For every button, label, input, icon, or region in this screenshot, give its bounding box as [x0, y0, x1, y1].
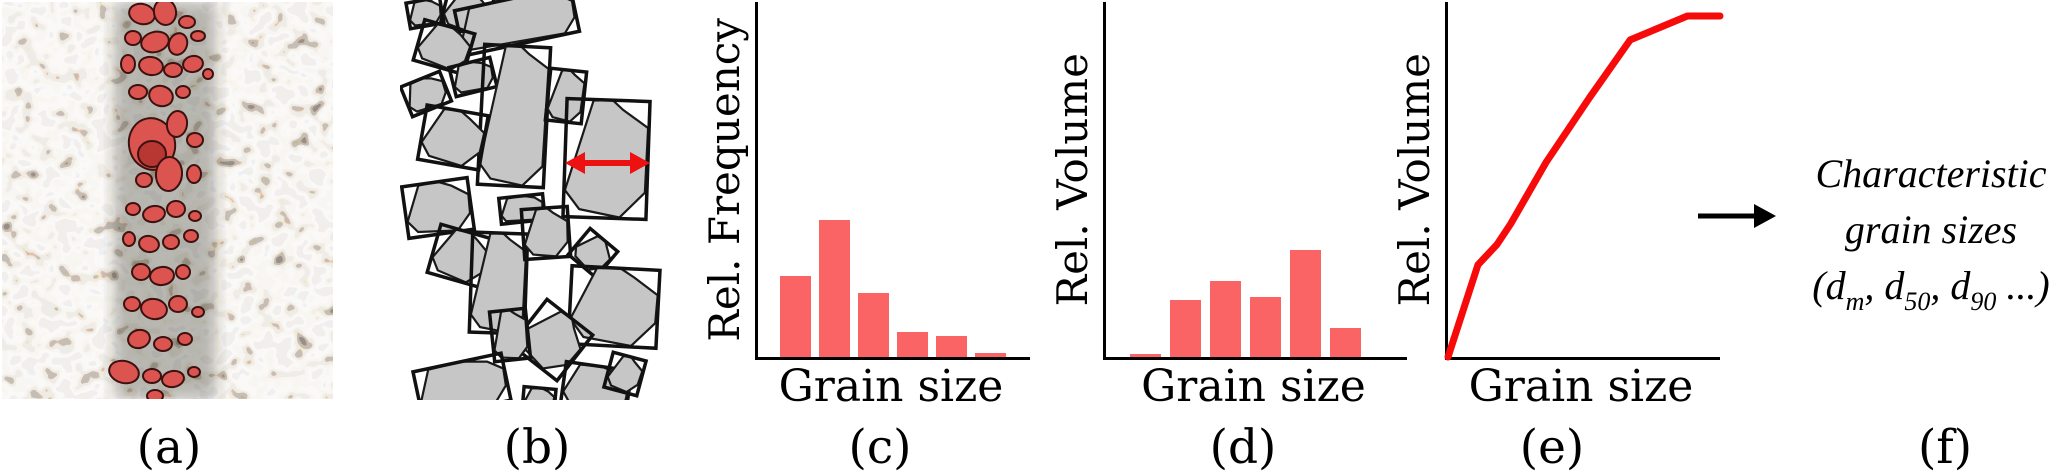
panel-label-c: (c) [848, 420, 912, 473]
annotation-line-1: Characteristic [1815, 151, 2047, 196]
panel-c-bars [780, 220, 1006, 357]
flow-arrow-icon [1698, 204, 1776, 228]
panel-c-xlabel: Grain size [778, 361, 1004, 412]
panel-d-xlabel: Grain size [1141, 361, 1366, 412]
histogram-bar [897, 332, 928, 357]
panel-label-a: (a) [136, 420, 202, 473]
measurement-arrow-icon [565, 152, 650, 174]
histogram-bar [819, 220, 850, 357]
annotation-line-3: (dm, d50, d90 ...) [1812, 263, 2050, 316]
grain-polygon [469, 232, 528, 334]
histogram-bar [1290, 250, 1321, 357]
panel-d-ylabel: Rel. Volume [1047, 52, 1097, 307]
grain-polygon [563, 99, 650, 219]
panel-d-ylabel-box: Rel. Volume [1046, 2, 1098, 357]
grain-polygon [569, 266, 659, 348]
grain-polygon [420, 107, 486, 168]
histogram-bar [1170, 300, 1201, 357]
panel-label-e: (e) [1519, 420, 1585, 473]
gravel-photo-image [2, 2, 333, 399]
histogram-bar [975, 353, 1006, 357]
histogram-bar [1210, 281, 1241, 357]
grain-shapes [398, 0, 662, 421]
panel-d-bars [1130, 250, 1361, 357]
histogram-bar [858, 293, 889, 357]
annotation-line-2: grain sizes [1844, 207, 2018, 252]
panel-e-plot-area [1444, 2, 1724, 361]
panel-e-ylabel-box: Rel. Volume [1388, 2, 1440, 357]
panel-c-ylabel: Rel. Frequency [699, 17, 749, 342]
histogram-bar [1250, 297, 1281, 357]
histogram-bar [1330, 328, 1361, 357]
panel-label-b: (b) [503, 420, 571, 473]
characteristic-grain-sizes-text: Characteristic grain sizes (dm, d50, d90… [1795, 146, 2067, 330]
panel-d-plot-area [1103, 2, 1407, 360]
panel-e-xlabel: Grain size [1468, 361, 1694, 412]
panel-c-plot-area [755, 2, 1030, 360]
panel-label-f: (f) [1917, 420, 1973, 473]
histogram-bar [1130, 354, 1161, 357]
segmented-grains-overlay [108, 2, 214, 399]
grain-polygon-diagram [398, 0, 662, 421]
panel-label-d: (d) [1209, 420, 1277, 473]
histogram-bar [780, 276, 811, 357]
histogram-bar [936, 336, 967, 357]
grain-polygon [478, 45, 550, 187]
panel-b-diagram [398, 0, 672, 421]
panel-e-ylabel: Rel. Volume [1389, 52, 1439, 307]
cumulative-curve [1444, 12, 1724, 361]
panel-c-ylabel-box: Rel. Frequency [698, 2, 750, 357]
grain-polygon [406, 180, 472, 234]
panel-a-photo [2, 2, 333, 399]
